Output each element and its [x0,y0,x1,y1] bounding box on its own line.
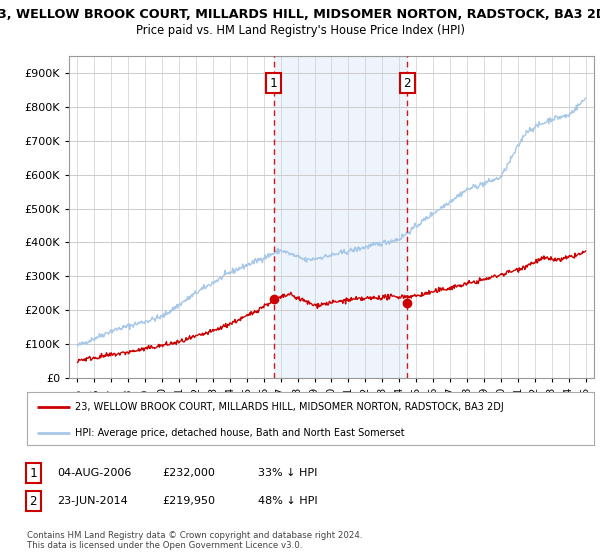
Text: 1: 1 [270,77,277,90]
Text: 48% ↓ HPI: 48% ↓ HPI [258,496,317,506]
Text: 1: 1 [29,466,37,480]
Text: HPI: Average price, detached house, Bath and North East Somerset: HPI: Average price, detached house, Bath… [75,428,405,438]
Text: 23, WELLOW BROOK COURT, MILLARDS HILL, MIDSOMER NORTON, RADSTOCK, BA3 2DJ: 23, WELLOW BROOK COURT, MILLARDS HILL, M… [0,8,600,21]
Text: 23, WELLOW BROOK COURT, MILLARDS HILL, MIDSOMER NORTON, RADSTOCK, BA3 2DJ: 23, WELLOW BROOK COURT, MILLARDS HILL, M… [75,402,504,412]
Text: 04-AUG-2006: 04-AUG-2006 [57,468,131,478]
Text: Contains HM Land Registry data © Crown copyright and database right 2024.
This d: Contains HM Land Registry data © Crown c… [27,531,362,550]
Text: 2: 2 [403,77,411,90]
Bar [274,56,407,378]
Text: Price paid vs. HM Land Registry's House Price Index (HPI): Price paid vs. HM Land Registry's House … [136,24,464,36]
Text: £219,950: £219,950 [162,496,215,506]
Text: 33% ↓ HPI: 33% ↓ HPI [258,468,317,478]
Text: £232,000: £232,000 [162,468,215,478]
Text: 2: 2 [29,494,37,508]
Text: 23-JUN-2014: 23-JUN-2014 [57,496,128,506]
